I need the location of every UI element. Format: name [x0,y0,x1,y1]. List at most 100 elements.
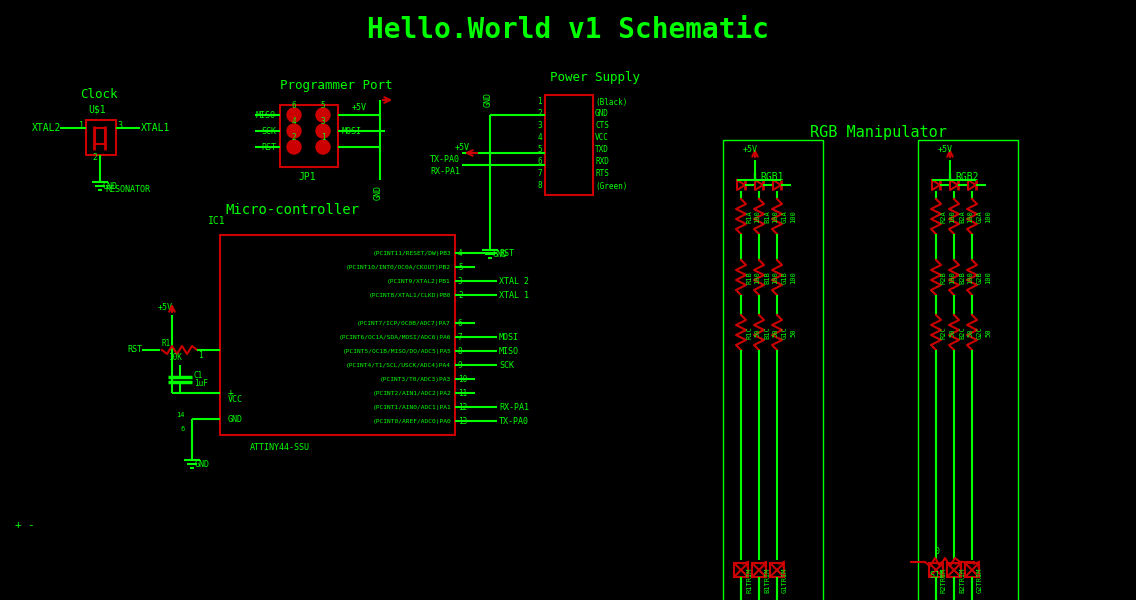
Text: (PCINT1/AIN0/ADC1)PA1: (PCINT1/AIN0/ADC1)PA1 [373,404,451,409]
Text: RST: RST [127,346,142,355]
Text: 100: 100 [754,211,760,223]
Text: 8: 8 [458,346,462,355]
Text: B1A: B1A [765,211,770,223]
Circle shape [316,108,329,122]
Circle shape [287,108,301,122]
Text: +5V: +5V [938,145,953,154]
Text: G1C: G1C [782,326,788,340]
Text: C1: C1 [194,371,203,380]
Text: 4: 4 [292,118,296,127]
Text: R1C: R1C [746,326,752,340]
Text: (PCINT10/INT0/OC0A/CKOUT)PB2: (PCINT10/INT0/OC0A/CKOUT)PB2 [346,265,451,269]
Text: B1C: B1C [765,326,770,340]
Text: (Green): (Green) [595,181,627,191]
Text: G1A: G1A [782,211,788,223]
Text: (PCINT9/XTAL2)PB1: (PCINT9/XTAL2)PB1 [387,278,451,283]
Text: GND: GND [228,415,243,424]
Text: RST: RST [261,142,276,151]
Text: 100: 100 [790,211,796,223]
Bar [279,105,339,167]
Bar [545,95,593,195]
Text: (PCINT5/OC1B/MISO/DO/ADC5)PA5: (PCINT5/OC1B/MISO/DO/ADC5)PA5 [342,349,451,353]
Text: 6: 6 [181,426,185,432]
Text: G2C: G2C [977,326,983,340]
Text: 2: 2 [292,133,296,142]
Text: 100: 100 [754,272,760,284]
Text: TXD: TXD [595,145,609,154]
Text: GND: GND [195,460,210,469]
Text: RGB1: RGB1 [760,172,784,182]
Text: GND: GND [484,92,493,107]
Text: RGB Manipulator: RGB Manipulator [810,124,947,139]
Text: VCC: VCC [595,133,609,142]
Text: RTS: RTS [595,169,609,179]
Text: MOSI: MOSI [342,127,362,136]
Text: G1B: G1B [782,272,788,284]
Text: 6: 6 [537,157,542,166]
Text: 50: 50 [754,329,760,337]
Text: RXD: RXD [595,157,609,166]
Text: B2A: B2A [959,211,964,223]
Text: CTS: CTS [595,121,609,130]
Text: 3: 3 [117,121,122,130]
Text: G2B: G2B [977,272,983,284]
Text: RX-PA1: RX-PA1 [499,403,529,412]
Text: 4: 4 [458,248,462,257]
Text: R2A: R2A [941,211,947,223]
Text: RST: RST [499,248,513,257]
Text: 10: 10 [458,374,467,383]
Text: 14: 14 [176,412,185,418]
Text: VCC: VCC [228,395,243,404]
Text: R1TRIM: R1TRIM [746,567,752,593]
Circle shape [287,140,301,154]
Text: 1: 1 [80,121,84,130]
Bar [722,140,822,600]
Bar [734,563,747,577]
Text: R1B: R1B [746,272,752,284]
Text: 1: 1 [198,352,202,361]
Text: +5V: +5V [456,142,470,151]
Text: XTAL2: XTAL2 [32,123,61,133]
Text: 5: 5 [537,145,542,154]
Text: 8: 8 [537,181,542,191]
Bar [929,563,943,577]
Text: B1TRIM: B1TRIM [765,567,770,593]
Text: Micro-controller: Micro-controller [225,203,359,217]
Text: 50: 50 [949,329,955,337]
Text: +5V: +5V [352,103,367,113]
Text: 13: 13 [458,416,467,425]
Text: R2TRIM: R2TRIM [941,567,947,593]
Text: 7: 7 [537,169,542,179]
Text: 5: 5 [458,263,462,271]
Text: MOSI: MOSI [499,332,519,341]
Text: 100: 100 [772,272,778,284]
Bar [964,563,979,577]
Text: (PCINT8/XTAL1/CLKD)PB0: (PCINT8/XTAL1/CLKD)PB0 [368,292,451,298]
Text: 10K: 10K [168,353,182,362]
Text: RX-PA1: RX-PA1 [431,166,460,175]
Text: XTAL 1: XTAL 1 [499,290,529,299]
Text: 50: 50 [967,329,974,337]
Circle shape [316,140,329,154]
Text: 100: 100 [949,211,955,223]
Text: MISO: MISO [499,346,519,355]
Text: +: + [228,388,234,398]
Text: SCK: SCK [499,361,513,370]
Text: 5: 5 [320,101,325,110]
Text: G1TRIM: G1TRIM [782,567,788,593]
Text: TX-PA0: TX-PA0 [431,155,460,164]
Text: GND: GND [103,182,118,191]
Text: (Black): (Black) [595,97,627,107]
Bar [770,563,784,577]
Bar [95,128,105,144]
Text: SJ1: SJ1 [929,571,944,580]
Text: (PCINT3/T0/ADC3)PA3: (PCINT3/T0/ADC3)PA3 [379,377,451,382]
Text: 9: 9 [458,361,462,370]
Text: 3: 3 [320,118,325,127]
Text: R2C: R2C [941,326,947,340]
Text: Clock: Clock [80,88,117,101]
Text: -: - [27,520,34,530]
Text: 2: 2 [92,154,97,163]
Text: +5V: +5V [158,304,173,313]
Text: 50: 50 [772,329,778,337]
